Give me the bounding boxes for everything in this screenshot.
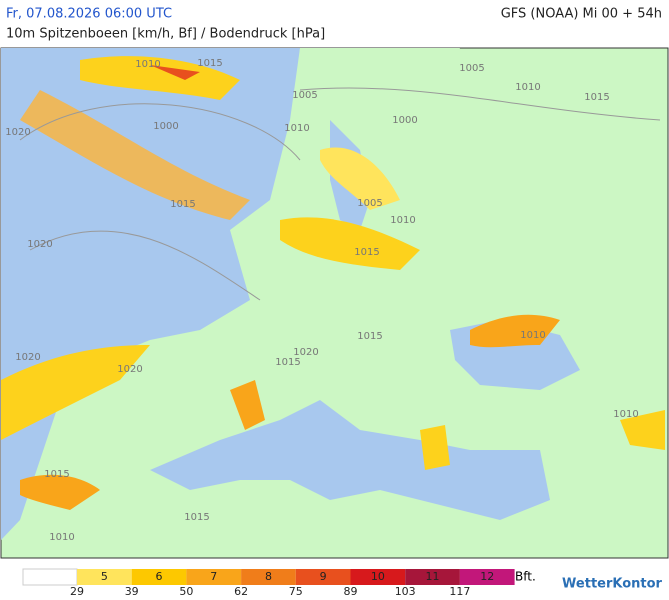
isobar-label: 1010 — [135, 59, 160, 70]
isobar-label: 1005 — [459, 63, 484, 74]
legend-bft: 9 — [320, 570, 327, 583]
brand: WetterKontor — [562, 577, 663, 592]
legend-swatch — [295, 569, 351, 585]
map: 1010 1015 1005 1005 1010 1015 1020 1000 … — [0, 47, 669, 559]
legend-swatch — [77, 569, 132, 585]
legend-swatch — [131, 569, 187, 585]
legend-kmh: 39 — [125, 585, 139, 598]
legend-bft: 5 — [101, 570, 108, 583]
isobar-label: 1010 — [613, 409, 638, 420]
date: Fr, 07.08.2026 06:00 UTC — [6, 7, 172, 22]
legend-bft: 12 — [480, 570, 494, 583]
legend-kmh: 75 — [289, 585, 303, 598]
isobar-label: 1020 — [5, 127, 30, 138]
model: GFS (NOAA) Mi 00 + 54h — [501, 7, 662, 22]
legend-swatch — [405, 569, 460, 585]
isobar-label: 1010 — [284, 123, 309, 134]
legend-bft: 7 — [210, 570, 217, 583]
isobar-label: 1005 — [357, 198, 382, 209]
legend-kmh: 89 — [344, 585, 358, 598]
isobar-label: 1015 — [357, 331, 382, 342]
legend-bft: 10 — [371, 570, 385, 583]
isobar-label: 1010 — [49, 532, 74, 543]
isobar-label: 1000 — [153, 121, 178, 132]
legend-swatch — [186, 569, 242, 585]
subtitle: 10m Spitzenboeen [km/h, Bf] / Bodendruck… — [6, 27, 325, 42]
legend-kmh: 62 — [234, 585, 248, 598]
legend-bft: 6 — [156, 570, 163, 583]
legend-kmh: 103 — [395, 585, 416, 598]
isobar-label: 1020 — [27, 239, 52, 250]
isobar-label: 1015 — [197, 58, 222, 69]
isobar-label: 1015 — [584, 92, 609, 103]
legend-swatch — [350, 569, 406, 585]
legend-kmh: 29 — [70, 585, 84, 598]
isobar-label: 1020 — [117, 364, 142, 375]
isobar-label: 1010 — [515, 82, 540, 93]
legend-kmh: 50 — [179, 585, 193, 598]
legend-bft: 11 — [426, 570, 440, 583]
isobar-label: 1020 — [15, 352, 40, 363]
legend-kmh: 117 — [449, 585, 470, 598]
isobar-label: 1020 — [293, 347, 318, 358]
isobar-label: 1010 — [390, 215, 415, 226]
isobar-label: 1005 — [292, 90, 317, 101]
legend-swatch — [459, 569, 515, 585]
legend-bft: 8 — [265, 570, 272, 583]
isobar-label: 1015 — [354, 247, 379, 258]
isobar-label: 1015 — [170, 199, 195, 210]
isobar-label: 1015 — [44, 469, 69, 480]
legend-unit: Bft. — [515, 570, 536, 584]
isobar-label: 1015 — [184, 512, 209, 523]
isobar-label: 1000 — [392, 115, 417, 126]
legend-swatch — [241, 569, 296, 585]
isobar-label: 1015 — [275, 357, 300, 368]
isobar-label: 1010 — [520, 330, 545, 341]
